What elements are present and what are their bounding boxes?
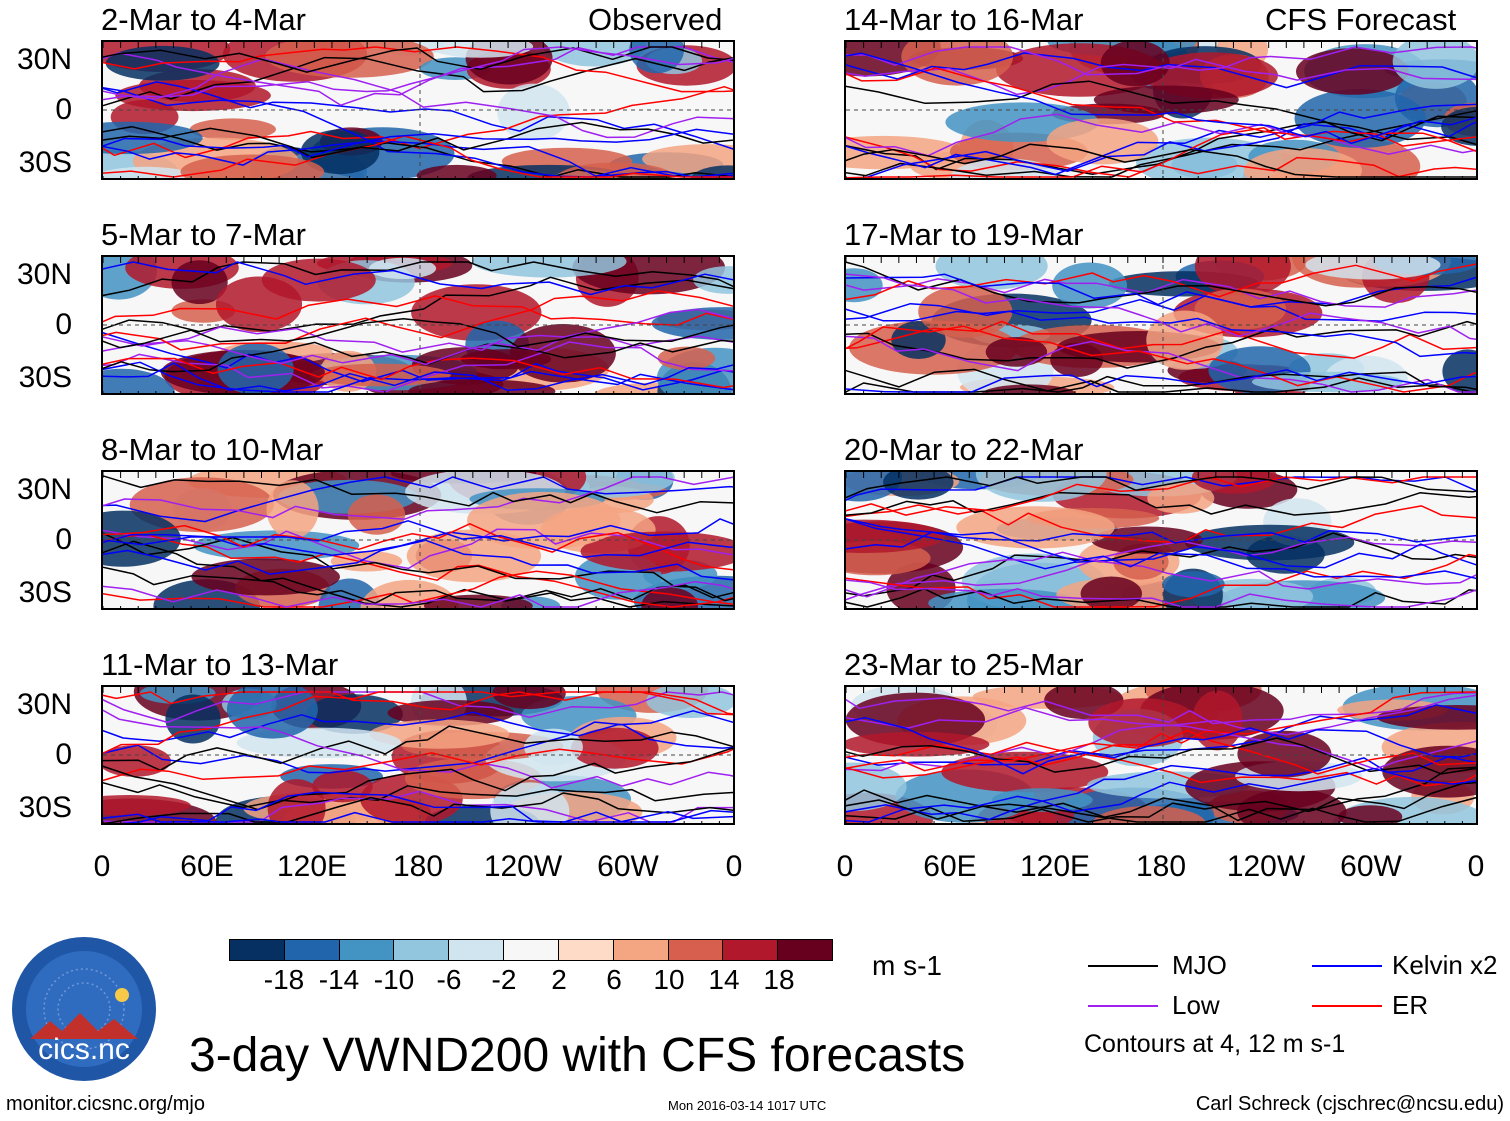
map-panel-obs-4 bbox=[101, 685, 735, 825]
colorbar-label: -10 bbox=[373, 964, 415, 995]
colorbar bbox=[229, 939, 833, 961]
colorbar-label: 18 bbox=[763, 964, 795, 995]
lat-label-30s: 30S bbox=[18, 791, 72, 824]
panel-title-fcst-2: 17-Mar to 19-Mar bbox=[844, 217, 1084, 252]
lon-label-120w: 120W bbox=[1226, 850, 1306, 883]
map-panel-fcst-1 bbox=[844, 40, 1478, 180]
lon-label-60w: 60W bbox=[597, 850, 659, 883]
colorbar-swatch bbox=[668, 940, 724, 960]
lat-label-30n: 30N bbox=[16, 43, 72, 76]
colorbar-swatch bbox=[449, 940, 505, 960]
lon-label-60w: 60W bbox=[1340, 850, 1402, 883]
legend-note: Contours at 4, 12 m s-1 bbox=[1084, 1030, 1346, 1058]
legend-line-er bbox=[1312, 1005, 1382, 1007]
lon-label-60e: 60E bbox=[180, 850, 234, 883]
lat-label-eq: 0 bbox=[55, 738, 72, 771]
lat-label-30s: 30S bbox=[18, 361, 72, 394]
lat-label-30n: 30N bbox=[16, 473, 72, 506]
colorbar-swatch bbox=[230, 940, 285, 960]
map-panel-fcst-2 bbox=[844, 255, 1478, 395]
map-panel-fcst-4 bbox=[844, 685, 1478, 825]
legend-label-er: ER bbox=[1392, 990, 1429, 1020]
lat-label-30s: 30S bbox=[18, 146, 72, 179]
timestamp: Mon 2016-03-14 1017 UTC bbox=[668, 1098, 827, 1113]
cics-logo: cics.nc bbox=[10, 935, 158, 1083]
panel-title-obs-1: 2-Mar to 4-Mar bbox=[101, 2, 306, 37]
lat-label-eq: 0 bbox=[55, 523, 72, 556]
figure-title: 3-day VWND200 with CFS forecasts bbox=[189, 1029, 966, 1082]
colorbar-unit: m s-1 bbox=[872, 950, 942, 981]
panel-title-obs-3: 8-Mar to 10-Mar bbox=[101, 432, 324, 467]
colorbar-label: 10 bbox=[653, 964, 685, 995]
map-panel-obs-3 bbox=[101, 470, 735, 610]
legend-line-mjo bbox=[1088, 965, 1158, 967]
colorbar-label: -2 bbox=[491, 964, 517, 995]
lat-label-eq: 0 bbox=[55, 93, 72, 126]
lon-label-0: 0 bbox=[1467, 850, 1485, 883]
colorbar-label: 14 bbox=[708, 964, 740, 995]
panel-title-fcst-3: 20-Mar to 22-Mar bbox=[844, 432, 1084, 467]
source-url[interactable]: monitor.cicsnc.org/mjo bbox=[6, 1093, 205, 1115]
colorbar-swatch bbox=[778, 940, 832, 960]
legend-line-kelvin bbox=[1312, 965, 1382, 967]
colorbar-swatch bbox=[613, 940, 669, 960]
map-panel-obs-1 bbox=[101, 40, 735, 180]
logo-text: cics.nc bbox=[38, 1033, 130, 1066]
lon-label-180: 180 bbox=[1135, 850, 1187, 883]
colorbar-label: -6 bbox=[436, 964, 462, 995]
colorbar-swatch bbox=[339, 940, 395, 960]
panel-title-fcst-1: 14-Mar to 16-Mar bbox=[844, 2, 1084, 37]
colorbar-label: 6 bbox=[606, 964, 622, 995]
panel-title-obs-2: 5-Mar to 7-Mar bbox=[101, 217, 306, 252]
legend-label-low: Low bbox=[1172, 990, 1220, 1020]
map-panel-fcst-3 bbox=[844, 470, 1478, 610]
legend-label-mjo: MJO bbox=[1172, 950, 1227, 980]
colorbar-label: -18 bbox=[263, 964, 305, 995]
colorbar-swatch bbox=[284, 940, 340, 960]
colorbar-label: 2 bbox=[551, 964, 567, 995]
lon-label-120e: 120E bbox=[1019, 850, 1091, 883]
lat-label-eq: 0 bbox=[55, 308, 72, 341]
observed-label: Observed bbox=[588, 2, 723, 37]
lon-label-180: 180 bbox=[392, 850, 444, 883]
colorbar-swatch bbox=[504, 940, 559, 960]
colorbar-swatch bbox=[723, 940, 779, 960]
panel-title-obs-4: 11-Mar to 13-Mar bbox=[101, 647, 339, 682]
lon-label-0: 0 bbox=[836, 850, 854, 883]
lat-label-30s: 30S bbox=[18, 576, 72, 609]
cfs-forecast-label: CFS Forecast bbox=[1265, 2, 1457, 37]
panel-title-fcst-4: 23-Mar to 25-Mar bbox=[844, 647, 1084, 682]
legend-line-low bbox=[1088, 1005, 1158, 1007]
map-panel-obs-2 bbox=[101, 255, 735, 395]
colorbar-swatch bbox=[394, 940, 450, 960]
lon-label-120e: 120E bbox=[276, 850, 348, 883]
credit: Carl Schreck (cjschrec@ncsu.edu) bbox=[1195, 1093, 1504, 1115]
legend-label-kelvin: Kelvin x2 bbox=[1392, 950, 1498, 980]
lon-label-0: 0 bbox=[725, 850, 743, 883]
lon-label-120w: 120W bbox=[483, 850, 563, 883]
lat-label-30n: 30N bbox=[16, 688, 72, 721]
lon-label-0: 0 bbox=[93, 850, 111, 883]
colorbar-label: -14 bbox=[318, 964, 360, 995]
colorbar-swatch bbox=[558, 940, 614, 960]
lon-label-60e: 60E bbox=[923, 850, 977, 883]
lat-label-30n: 30N bbox=[16, 258, 72, 291]
